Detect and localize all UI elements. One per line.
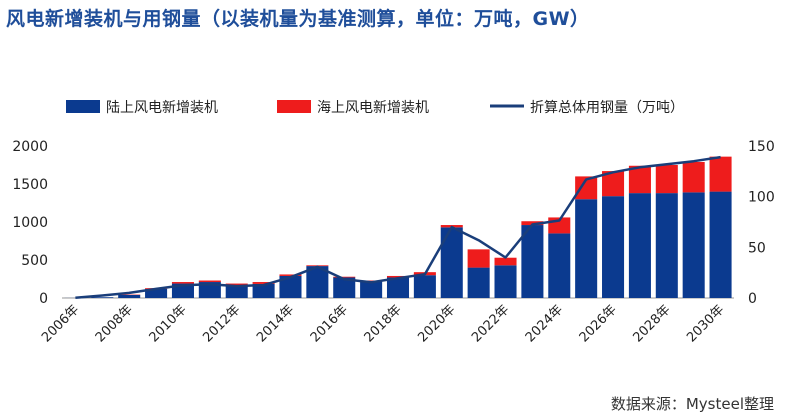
bar-offshore xyxy=(252,282,275,284)
bar-onshore xyxy=(198,282,221,298)
bar-onshore xyxy=(575,199,598,298)
bar-onshore xyxy=(360,281,383,298)
bar-onshore xyxy=(548,233,571,298)
legend-label-onshore: 陆上风电新增装机 xyxy=(106,100,218,116)
x-tick-label: 2010年 xyxy=(147,302,190,345)
chart-title: 风电新增装机与用钢量（以装机量为基准测算，单位：万吨，GW） xyxy=(6,8,590,30)
x-tick-label: 2026年 xyxy=(577,302,620,345)
bar-offshore xyxy=(521,221,544,226)
bar-onshore xyxy=(279,275,302,298)
x-tick-label: 2014年 xyxy=(254,302,297,345)
bar-offshore xyxy=(386,275,410,278)
bar-offshore xyxy=(682,161,705,193)
x-tick-label: 2028年 xyxy=(630,302,673,345)
x-tick-label: 2008年 xyxy=(93,302,136,345)
bar-onshore xyxy=(118,294,141,298)
bars xyxy=(64,156,732,298)
y-left-tick-label: 500 xyxy=(21,253,48,269)
bar-onshore xyxy=(306,266,329,298)
bar-offshore xyxy=(655,165,678,194)
bar-offshore xyxy=(333,276,356,278)
steel-series-line xyxy=(75,155,721,299)
steel-line xyxy=(75,155,721,299)
x-tick-labels: 2006年 2008年 2010年 2012年 2014年 2016年 2018年 2020年… xyxy=(39,302,727,345)
bar-offshore xyxy=(575,176,598,200)
bar-offshore xyxy=(171,282,194,284)
bar-offshore xyxy=(198,280,221,283)
bar-onshore xyxy=(628,193,651,298)
bar-onshore xyxy=(467,267,490,298)
x-tick-label: 2016年 xyxy=(308,302,351,345)
bar-onshore xyxy=(682,192,705,298)
legend-swatch-offshore xyxy=(277,100,311,113)
bar-onshore xyxy=(252,283,275,298)
bar-onshore xyxy=(386,277,410,298)
bar-onshore xyxy=(440,227,463,298)
bar-offshore xyxy=(494,257,517,266)
bar-onshore xyxy=(333,277,356,298)
x-tick-label: 2024年 xyxy=(523,302,566,345)
y-right-tick-label: 150 xyxy=(748,139,775,155)
bar-onshore xyxy=(225,285,248,298)
source-note: 数据来源：Mysteel整理 xyxy=(610,395,774,413)
x-tick-label: 2030年 xyxy=(684,302,727,345)
bar-offshore xyxy=(602,171,625,197)
y-left-tick-label: 0 xyxy=(39,291,48,307)
bar-offshore xyxy=(279,274,302,276)
x-tick-label: 2018年 xyxy=(362,302,405,345)
legend-label-offshore: 海上风电新增装机 xyxy=(317,100,429,116)
bar-offshore xyxy=(628,165,651,194)
bar-onshore xyxy=(655,193,678,298)
y-left-tick-label: 1500 xyxy=(12,177,48,193)
x-tick-label: 2012年 xyxy=(200,302,243,345)
legend-swatch-onshore xyxy=(66,100,100,113)
bar-onshore xyxy=(91,297,114,298)
legend: 陆上风电新增装机 海上风电新增装机 折算总体用钢量（万吨） xyxy=(66,100,684,116)
x-tick-label: 2022年 xyxy=(469,302,512,345)
y-left-tick-label: 1000 xyxy=(12,215,48,231)
bar-offshore xyxy=(360,280,383,282)
bar-offshore xyxy=(709,156,732,192)
x-tick-label: 2006年 xyxy=(39,302,82,345)
bar-onshore xyxy=(521,225,544,298)
bar-onshore xyxy=(413,275,436,298)
bar-onshore xyxy=(494,265,517,298)
x-tick-label: 2020年 xyxy=(415,302,458,345)
y-right-tick-label: 0 xyxy=(748,291,757,307)
legend-label-steel: 折算总体用钢量（万吨） xyxy=(530,100,684,116)
y-left-tick-label: 2000 xyxy=(12,139,48,155)
bar-onshore xyxy=(145,288,168,298)
y-right-tick-label: 100 xyxy=(748,190,775,206)
bar-onshore xyxy=(602,196,625,298)
bar-offshore xyxy=(225,283,248,286)
bar-onshore xyxy=(709,191,732,298)
bar-offshore xyxy=(467,249,490,268)
y-right-tick-label: 50 xyxy=(748,240,766,256)
